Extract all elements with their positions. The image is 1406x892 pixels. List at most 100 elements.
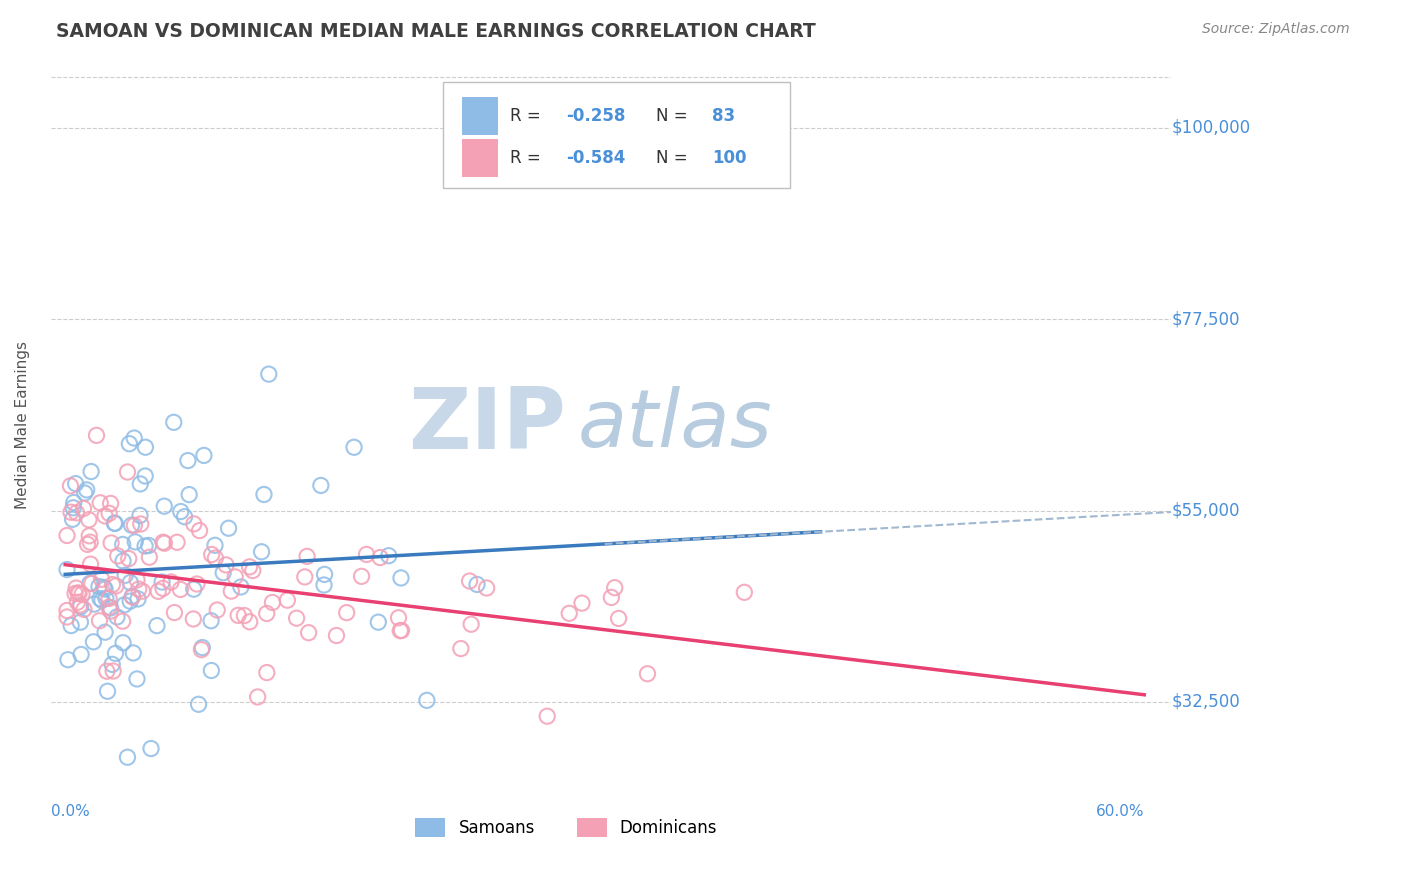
Point <box>105 610 128 624</box>
Point <box>94 582 117 596</box>
Point <box>56 653 79 667</box>
Point <box>295 549 318 564</box>
Point <box>163 606 186 620</box>
Point <box>111 614 134 628</box>
Point <box>253 487 276 501</box>
Point <box>67 586 90 600</box>
Point <box>233 608 256 623</box>
Point <box>121 518 143 533</box>
Point <box>378 549 401 563</box>
Point <box>256 607 278 621</box>
Bar <box>463 97 498 135</box>
Point <box>112 554 135 568</box>
Point <box>80 576 103 591</box>
Point <box>191 640 214 655</box>
Point <box>356 548 378 562</box>
Point <box>294 570 316 584</box>
Point <box>65 581 87 595</box>
Point <box>387 611 409 625</box>
Text: $32,500: $32,500 <box>1171 693 1240 711</box>
Text: R =: R = <box>510 149 546 168</box>
Point <box>389 624 412 638</box>
Point <box>118 436 141 450</box>
Point <box>100 496 122 510</box>
Point <box>204 538 226 552</box>
Text: -0.258: -0.258 <box>567 107 626 125</box>
Point <box>127 591 149 606</box>
Point <box>124 534 146 549</box>
Text: 0.0%: 0.0% <box>51 804 90 819</box>
Text: SAMOAN VS DOMINICAN MEDIAN MALE EARNINGS CORRELATION CHART: SAMOAN VS DOMINICAN MEDIAN MALE EARNINGS… <box>56 22 815 41</box>
Text: $100,000: $100,000 <box>1171 119 1250 136</box>
Text: 100: 100 <box>711 149 747 168</box>
Point <box>309 478 332 492</box>
Text: Source: ZipAtlas.com: Source: ZipAtlas.com <box>1202 22 1350 37</box>
Point <box>98 507 121 521</box>
Point <box>150 575 173 590</box>
Point <box>350 569 373 583</box>
Point <box>70 648 93 662</box>
Point <box>79 535 101 549</box>
Point <box>242 564 264 578</box>
Point <box>138 550 160 565</box>
Point <box>173 509 195 524</box>
Point <box>201 548 224 562</box>
Point <box>146 618 169 632</box>
Point <box>76 483 98 497</box>
Point <box>63 586 86 600</box>
Point <box>276 593 298 607</box>
Point <box>101 657 124 672</box>
Point <box>607 611 630 625</box>
Point <box>77 529 100 543</box>
Point <box>215 558 238 572</box>
Point <box>90 572 112 586</box>
Point <box>94 625 117 640</box>
Point <box>148 584 170 599</box>
Text: N =: N = <box>655 107 688 125</box>
Point <box>59 479 82 493</box>
Point <box>125 573 148 587</box>
Point <box>458 574 481 588</box>
Point <box>183 516 205 531</box>
Point <box>100 536 122 550</box>
Point <box>226 608 249 623</box>
Point <box>129 477 152 491</box>
Text: $55,000: $55,000 <box>1171 501 1240 519</box>
Point <box>111 537 134 551</box>
Point <box>107 549 129 563</box>
Point <box>450 641 472 656</box>
Point <box>93 581 115 595</box>
Point <box>229 580 252 594</box>
Point <box>80 465 103 479</box>
Point <box>134 440 156 454</box>
Legend: Samoans, Dominicans: Samoans, Dominicans <box>406 809 725 845</box>
Point <box>131 584 153 599</box>
Point <box>368 550 391 565</box>
Point <box>367 615 389 629</box>
Point <box>105 579 128 593</box>
Point <box>169 582 191 597</box>
Point <box>188 524 211 538</box>
Point <box>82 635 104 649</box>
Point <box>59 505 82 519</box>
Point <box>77 513 100 527</box>
Point <box>336 606 359 620</box>
Point <box>571 596 593 610</box>
Point <box>129 508 152 523</box>
Point <box>56 563 79 577</box>
Point <box>65 506 87 520</box>
Point <box>124 518 146 533</box>
Point <box>600 591 623 605</box>
Y-axis label: Median Male Earnings: Median Male Earnings <box>15 342 30 509</box>
Point <box>121 589 143 603</box>
Text: 83: 83 <box>711 107 735 125</box>
Point <box>129 516 152 531</box>
Point <box>98 591 121 606</box>
Point <box>325 628 347 642</box>
Point <box>79 557 101 571</box>
Point <box>298 625 321 640</box>
Point <box>118 551 141 566</box>
Point <box>122 646 145 660</box>
Point <box>112 636 135 650</box>
Text: $77,500: $77,500 <box>1171 310 1240 328</box>
